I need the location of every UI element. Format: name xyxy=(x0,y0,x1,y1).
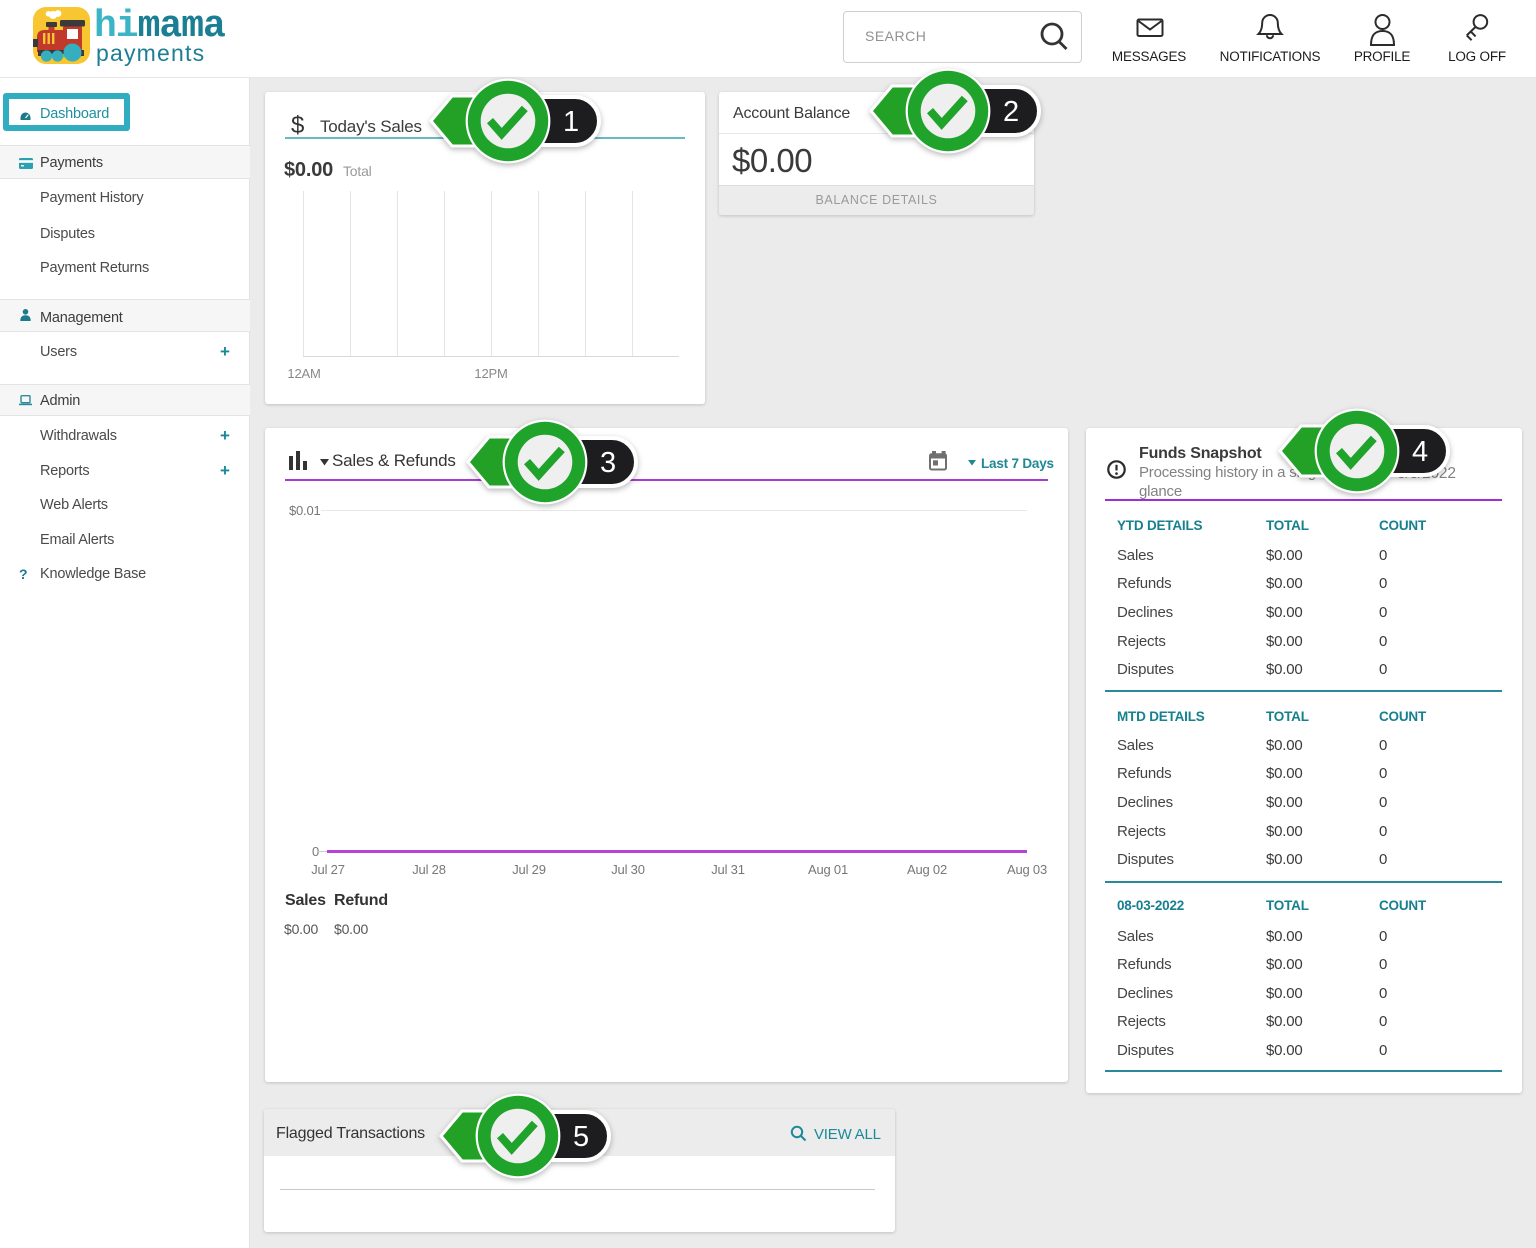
svg-text:3: 3 xyxy=(600,447,616,479)
svg-text:1: 1 xyxy=(563,106,579,138)
svg-text:5: 5 xyxy=(573,1121,589,1153)
svg-text:2: 2 xyxy=(1003,96,1019,128)
svg-text:4: 4 xyxy=(1412,436,1428,468)
